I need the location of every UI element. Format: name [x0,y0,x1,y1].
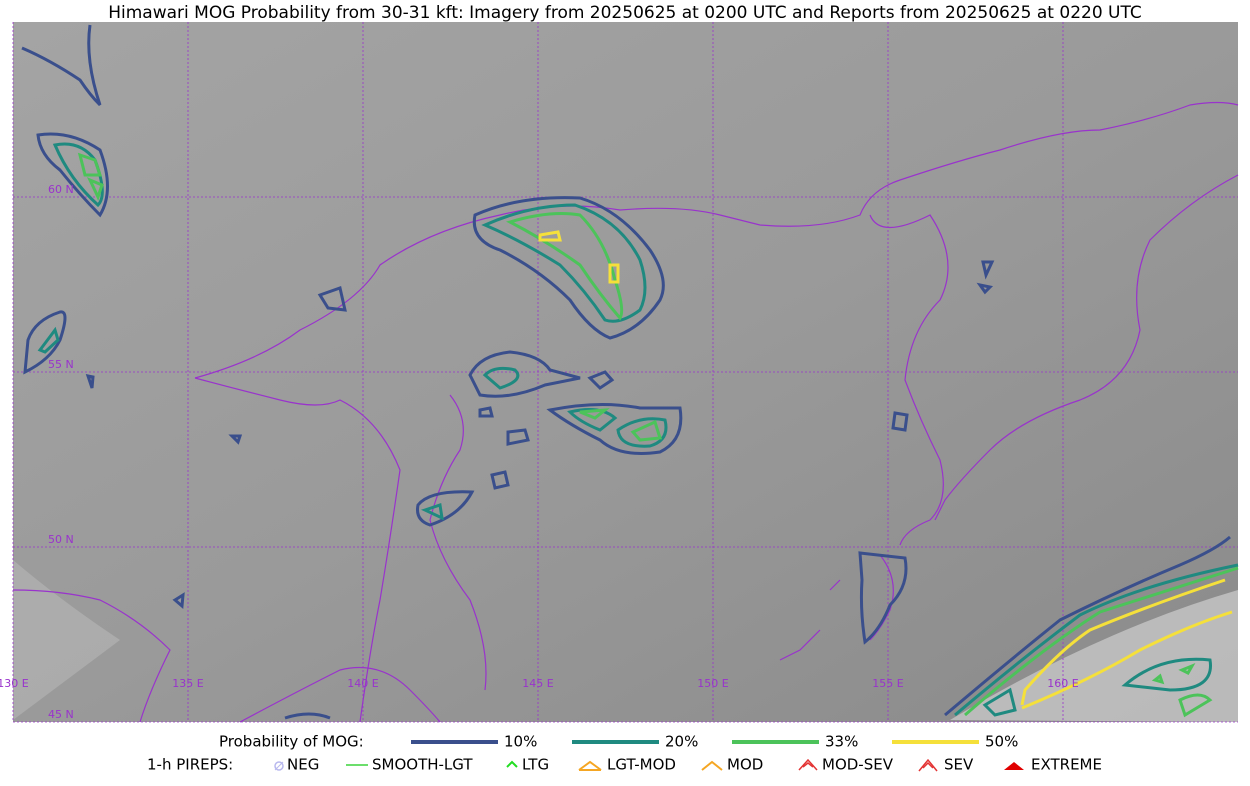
legend-label: EXTREME [1031,756,1102,774]
coastlines [12,101,1239,723]
legend-label: LTG [522,756,549,774]
contour-50 [538,230,1233,710]
pirep-symbol [798,758,818,771]
lon-label: 160 E [1047,677,1078,690]
lon-label: 135 E [172,677,203,690]
pirep-symbol [918,758,938,772]
latitude-labels: 60 N 55 N 50 N 45 N [48,183,74,721]
graticule [12,22,1238,723]
map: 130 E 135 E 140 E 145 E 150 E 155 E 160 E 60 N… [0,22,1239,723]
lat-label: 50 N [48,533,74,546]
lat-label: 60 N [48,183,74,196]
legend-label: 20% [665,733,698,751]
legend-label: SMOOTH-LGT [372,756,473,774]
legend-label: NEG [287,756,319,774]
legend-label: 10% [504,733,537,751]
legend-label: MOD-SEV [822,756,894,774]
lon-label: 145 E [522,677,553,690]
lon-label: 155 E [872,677,903,690]
pirep-symbol [274,761,284,771]
legend-label: SEV [944,756,974,774]
lat-label: 45 N [48,708,74,721]
title: Himawari MOG Probability from 30-31 kft:… [108,3,1142,23]
pirep-symbol [1004,762,1024,770]
cloud [13,560,120,720]
pirep-symbol [701,760,723,771]
legend-label: 33% [825,733,858,751]
lat-label: 55 N [48,358,74,371]
longitude-labels: 130 E 135 E 140 E 145 E 150 E 155 E 160 E [0,677,1079,690]
contour-10 [21,24,1231,720]
contour-33 [77,152,1239,718]
legend-title: Probability of MOG: [219,733,364,751]
legend-label: LGT-MOD [607,756,676,774]
contours [21,24,1239,720]
legend-label: MOD [727,756,763,774]
lon-label: 130 E [0,677,29,690]
lon-label: 150 E [697,677,728,690]
contour-20 [37,142,1239,717]
pirep-symbol [506,760,518,768]
pirep-symbol [578,760,602,771]
legend-title: 1-h PIREPS: [147,756,233,774]
lon-label: 140 E [347,677,378,690]
legend-label: 50% [985,733,1018,751]
legend: Probability of MOG: 10% 20% 33% 50% 1-h PIR… [147,733,1102,774]
